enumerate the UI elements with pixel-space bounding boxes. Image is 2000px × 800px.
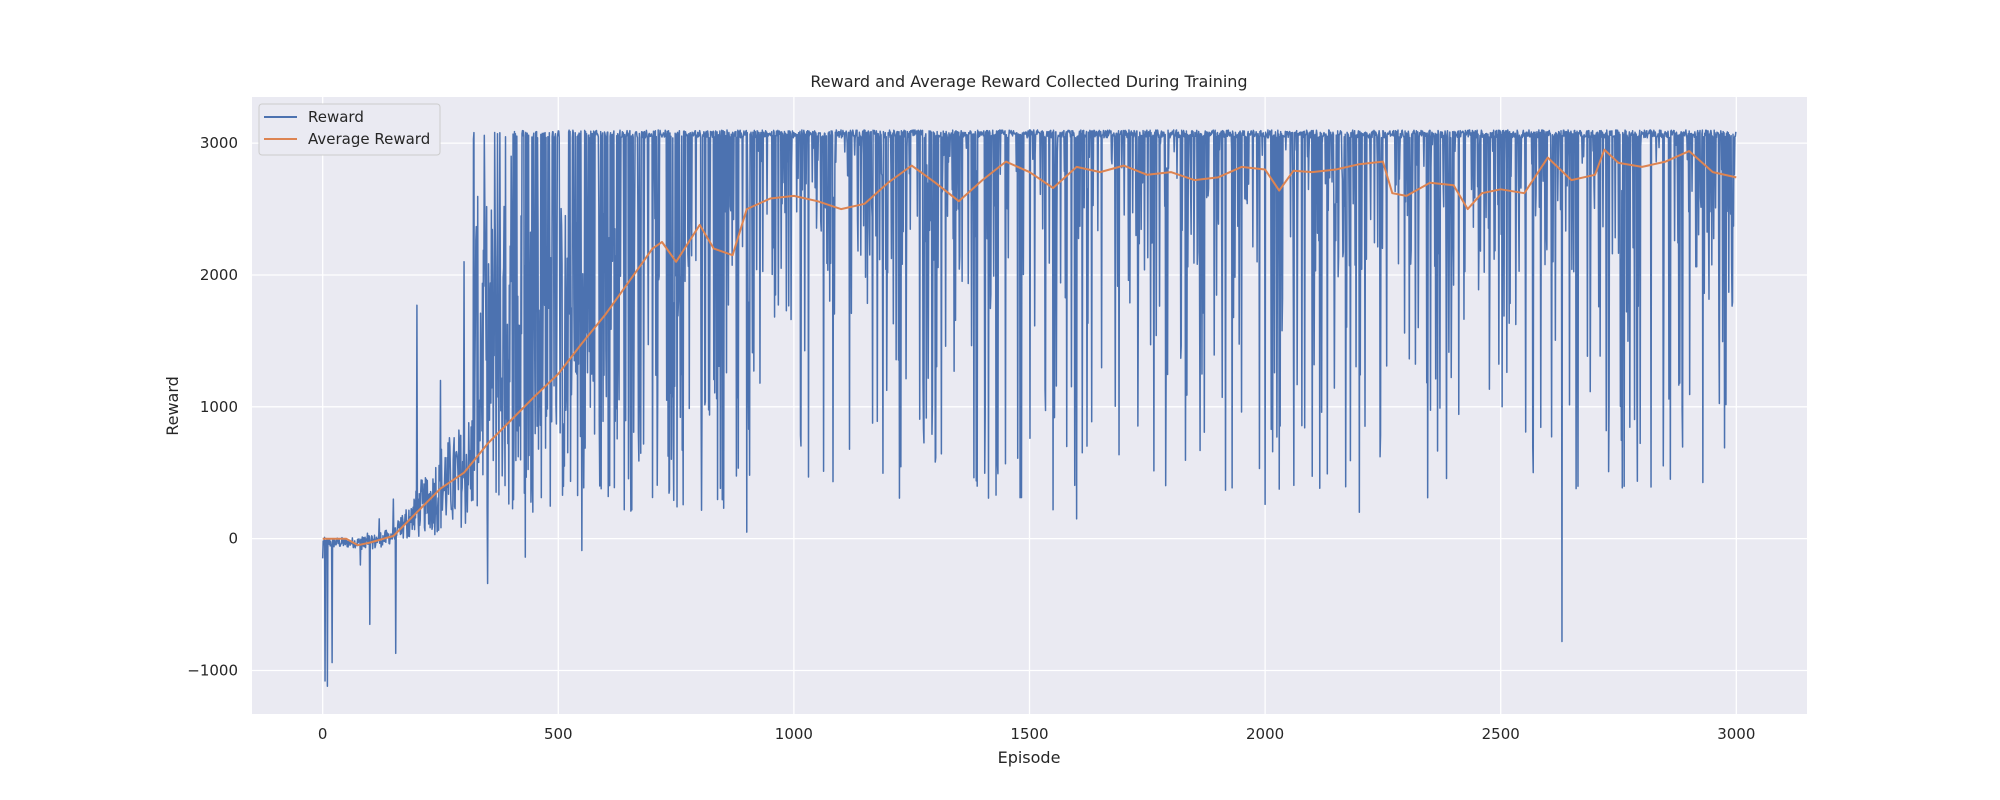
reward-series-line — [321, 129, 1737, 688]
y-tick-label: −1000 — [187, 661, 238, 679]
y-tick-label: 1000 — [200, 398, 238, 416]
chart-title: Reward and Average Reward Collected Duri… — [810, 72, 1247, 91]
y-tick-label: 2000 — [200, 266, 238, 284]
x-tick-label: 1000 — [775, 725, 813, 743]
x-tick-label: 0 — [318, 725, 328, 743]
legend-label-average-reward: Average Reward — [308, 130, 430, 148]
x-tick-label: 2500 — [1482, 725, 1520, 743]
y-tick-label: 0 — [228, 530, 238, 548]
y-tick-label: 3000 — [200, 134, 238, 152]
x-tick-label: 2000 — [1246, 725, 1284, 743]
average-reward-series-line — [322, 148, 1737, 547]
y-axis-title: Reward — [163, 376, 182, 436]
legend-frame — [258, 103, 441, 156]
series-layer — [321, 129, 1737, 688]
x-tick-label: 3000 — [1717, 725, 1755, 743]
x-axis-title: Episode — [998, 748, 1061, 767]
legend: Reward Average Reward — [258, 103, 441, 156]
tick-labels: 0 500 1000 1500 2000 2500 3000 −1000 0 1000 2000 30… — [187, 134, 1755, 743]
x-tick-label: 1500 — [1010, 725, 1048, 743]
x-tick-label: 500 — [544, 725, 573, 743]
legend-label-reward: Reward — [308, 108, 364, 126]
